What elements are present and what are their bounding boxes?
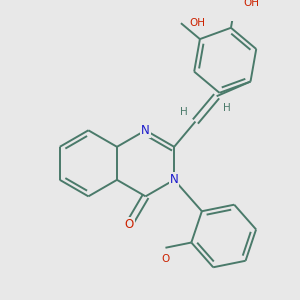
Text: OH: OH <box>190 18 206 28</box>
Text: H: H <box>180 106 188 117</box>
Text: OH: OH <box>244 0 260 8</box>
Text: H: H <box>223 103 230 113</box>
Text: N: N <box>141 124 150 137</box>
Text: O: O <box>161 254 169 264</box>
Text: O: O <box>124 218 134 231</box>
Text: N: N <box>170 173 178 186</box>
